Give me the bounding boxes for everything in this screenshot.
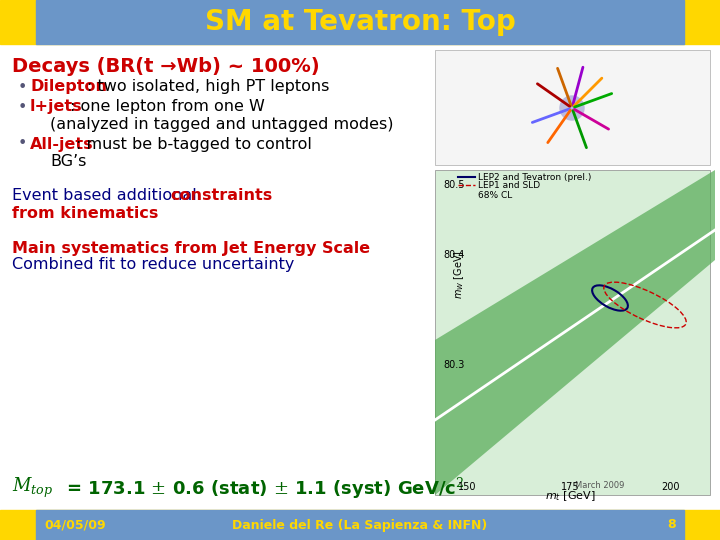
Text: $m_W$ [GeV]: $m_W$ [GeV] xyxy=(452,251,466,299)
Text: BG’s: BG’s xyxy=(50,153,86,168)
Text: 80.3: 80.3 xyxy=(443,360,464,370)
Text: 80.4: 80.4 xyxy=(443,250,464,260)
Text: •: • xyxy=(18,79,27,94)
Text: LEP2 and Tevatron (prel.): LEP2 and Tevatron (prel.) xyxy=(478,172,591,181)
Text: 200: 200 xyxy=(661,482,679,492)
Bar xyxy=(36,0,684,44)
Circle shape xyxy=(560,96,584,120)
Text: 175: 175 xyxy=(561,482,580,492)
Text: LEP1 and SLD: LEP1 and SLD xyxy=(478,180,540,190)
Text: Combined fit to reduce uncertainty: Combined fit to reduce uncertainty xyxy=(12,258,294,273)
Text: 8: 8 xyxy=(667,518,676,531)
Text: (analyzed in tagged and untagged modes): (analyzed in tagged and untagged modes) xyxy=(50,117,394,132)
Bar xyxy=(36,510,684,540)
Bar xyxy=(0,0,720,44)
Text: SM at Tevatron: Top: SM at Tevatron: Top xyxy=(204,8,516,36)
Text: : must be b-tagged to control: : must be b-tagged to control xyxy=(76,137,312,152)
Text: l+jets: l+jets xyxy=(30,99,83,114)
Text: from kinematics: from kinematics xyxy=(12,206,158,220)
Text: Daniele del Re (La Sapienza & INFN): Daniele del Re (La Sapienza & INFN) xyxy=(233,518,487,531)
Text: Dilepton: Dilepton xyxy=(30,79,107,94)
FancyBboxPatch shape xyxy=(435,170,710,495)
Text: •: • xyxy=(18,137,27,152)
Text: : one lepton from one W: : one lepton from one W xyxy=(70,99,265,114)
Text: constraints: constraints xyxy=(170,188,272,204)
Text: 04/05/09: 04/05/09 xyxy=(44,518,106,531)
Text: 150: 150 xyxy=(458,482,476,492)
Bar xyxy=(0,510,720,540)
Text: 80.5: 80.5 xyxy=(443,180,464,190)
Text: •: • xyxy=(18,99,27,114)
Text: $M_{top}$: $M_{top}$ xyxy=(12,476,53,500)
Text: Event based additional: Event based additional xyxy=(12,188,202,204)
Text: 68% CL: 68% CL xyxy=(478,191,512,199)
Text: All-jets: All-jets xyxy=(30,137,94,152)
Text: Main systematics from Jet Energy Scale: Main systematics from Jet Energy Scale xyxy=(12,240,370,255)
Text: March 2009: March 2009 xyxy=(575,481,624,490)
Text: $m_t$ [GeV]: $m_t$ [GeV] xyxy=(545,489,595,503)
FancyBboxPatch shape xyxy=(435,50,710,165)
Text: : two isolated, high PT leptons: : two isolated, high PT leptons xyxy=(87,79,329,94)
Polygon shape xyxy=(435,170,715,495)
Text: = 173.1 $\pm$ 0.6 (stat) $\pm$ 1.1 (syst) GeV/c$^{2}$: = 173.1 $\pm$ 0.6 (stat) $\pm$ 1.1 (syst… xyxy=(60,475,464,501)
Text: Decays (BR(t →Wb) ~ 100%): Decays (BR(t →Wb) ~ 100%) xyxy=(12,57,320,76)
